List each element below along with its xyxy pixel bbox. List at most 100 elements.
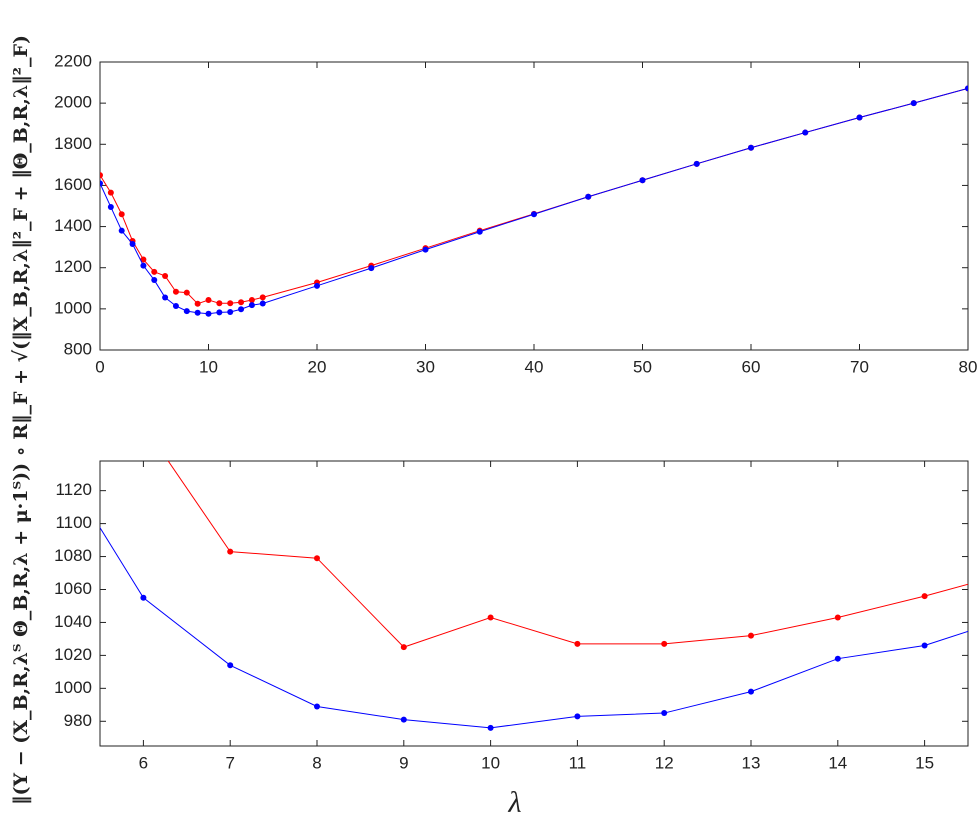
x-tick-label: 20 [308,357,327,376]
data-point [162,294,169,301]
y-tick-label: 1060 [54,579,92,598]
data-point [238,306,245,313]
data-point [183,308,190,315]
y-tick-label: 1120 [55,480,92,499]
data-point [227,548,234,555]
x-tick-label: 7 [225,753,234,772]
y-tick-label: 1200 [54,257,92,276]
data-point [585,193,592,200]
data-point [661,640,668,647]
data-point [259,300,266,307]
x-tick-label: 0 [95,357,104,376]
data-point [54,389,60,395]
data-point [856,114,863,121]
data-point [227,308,234,315]
data-point [216,309,223,316]
x-tick-label: 50 [633,357,652,376]
data-point [183,289,190,296]
x-tick-label: 8 [312,753,321,772]
data-point [205,297,212,304]
x-tick-label: 11 [569,753,587,772]
y-tick-label: 1100 [55,513,92,532]
data-point [227,300,234,307]
data-point [921,593,928,600]
y-tick-label: 800 [64,339,92,358]
data-point [140,422,146,428]
data-point [205,310,212,317]
data-point [748,144,754,151]
y-tick-label: 1800 [54,134,92,153]
data-point [368,265,375,272]
x-tick-label: 14 [828,753,847,772]
data-point [422,246,429,253]
data-point [834,655,841,662]
y-tick-label: 1000 [54,678,92,697]
x-tick-label: 30 [416,357,435,376]
y-tick-label: 2000 [54,93,92,112]
x-tick-label: 15 [915,753,934,772]
data-point [194,300,201,307]
data-point [259,294,266,301]
y-tick-label: 1400 [54,216,92,235]
x-tick-label: 6 [139,753,148,772]
data-point [487,614,494,621]
y-tick-label: 1080 [54,546,92,565]
plot-area [100,85,968,317]
data-point [216,300,223,307]
y-tick-label: 1000 [54,298,92,317]
data-point [107,204,114,211]
data-point [574,640,581,647]
data-point [140,256,147,263]
x-tick-label: 10 [199,357,218,376]
y-axis-label: ‖(Y − (X_B,R,λᵀ Θ_B,R,λ + μ·1ᵀ)) ∘ R‖_F … [10,35,32,805]
data-point [314,555,320,562]
data-point [151,277,158,284]
data-point [172,288,179,295]
data-point [227,662,234,669]
data-point [314,703,320,710]
data-point [487,724,494,731]
data-point [100,172,103,179]
data-point [54,455,60,461]
x-axis-label: λ [508,786,522,819]
data-point [238,299,245,306]
series-line [100,87,968,305]
x-tick-label: 70 [850,357,869,376]
data-point [194,309,201,316]
series-line [100,526,968,729]
data-point [248,302,255,309]
y-tick-label: 1040 [54,612,92,631]
data-point [140,594,147,601]
data-point [100,180,103,187]
x-tick-label: 12 [655,753,674,772]
x-tick-label: 80 [959,357,978,376]
data-point [140,262,147,269]
data-point [151,268,158,275]
data-point [965,85,968,92]
data-point [314,282,320,289]
y-tick-label: 980 [64,711,92,730]
y-tick-label: 1600 [54,175,92,194]
x-tick-label: 13 [742,753,761,772]
data-point [107,189,114,196]
data-point [129,241,136,248]
data-point [400,716,407,723]
data-point [162,272,169,279]
x-tick-label: 40 [525,357,544,376]
series-line [167,461,968,648]
x-tick-label: 9 [399,753,408,772]
data-point [639,177,646,184]
series-line [100,87,968,315]
data-point [574,713,581,720]
plot-area [54,389,968,731]
data-point [661,710,668,717]
axes-frame [99,460,969,747]
data-point [748,688,754,695]
x-tick-label: 60 [742,357,761,376]
data-point [748,632,754,639]
data-point [921,642,928,649]
data-point [910,100,917,107]
y-tick-label: 1020 [54,645,92,664]
data-point [531,211,537,218]
data-point [118,227,125,234]
